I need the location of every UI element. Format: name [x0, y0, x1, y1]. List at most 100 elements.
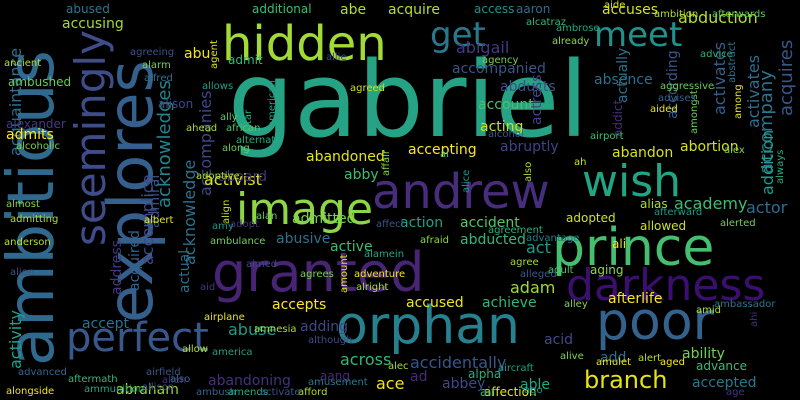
cloud-word: abortion — [680, 139, 739, 155]
cloud-word: african — [226, 123, 261, 134]
cloud-word: acting — [480, 119, 524, 135]
cloud-word: abandon — [612, 145, 674, 161]
cloud-word: aaron — [516, 2, 551, 16]
cloud-word: alleged — [520, 269, 557, 280]
cloud-word: among — [733, 84, 744, 119]
cloud-word: almost — [6, 199, 40, 210]
cloud-word: perfect — [66, 315, 209, 361]
cloud-word: address — [109, 239, 125, 295]
cloud-word: affair — [381, 149, 392, 176]
cloud-word: actual — [177, 249, 193, 293]
cloud-word: abducts — [500, 79, 556, 95]
cloud-word: airport — [590, 131, 624, 142]
cloud-word: agrees — [300, 269, 334, 280]
cloud-word: allows — [202, 81, 234, 92]
cloud-word: agree — [510, 257, 539, 268]
cloud-word: access — [474, 2, 515, 16]
cloud-word: abe — [340, 2, 367, 18]
cloud-word: alexander — [6, 117, 66, 131]
cloud-word: aircraft — [498, 363, 534, 374]
cloud-word: orphan — [336, 296, 520, 356]
cloud-word: agreement — [488, 225, 543, 236]
cloud-word: account — [478, 97, 534, 113]
cloud-word: amulet — [596, 357, 632, 368]
cloud-word: allie — [326, 52, 347, 63]
cloud-word: alfred — [144, 73, 173, 84]
cloud-word: across — [340, 350, 392, 369]
cloud-word: america — [212, 347, 253, 358]
cloud-word: darkness — [566, 260, 766, 311]
cloud-word: ah — [574, 157, 587, 168]
cloud-word: affection — [484, 385, 537, 399]
cloud-word: actor — [746, 198, 788, 217]
cloud-word: active — [330, 239, 373, 255]
cloud-word: allow — [182, 344, 208, 355]
cloud-word: activity — [6, 310, 25, 369]
cloud-word: american — [267, 80, 278, 127]
cloud-word: alamein — [364, 249, 405, 260]
cloud-word: andrew — [372, 164, 550, 220]
cloud-word: abruptly — [500, 139, 559, 155]
cloud-word: adventure — [354, 269, 406, 280]
cloud-word: aboard — [218, 169, 268, 185]
cloud-word: aged — [660, 357, 685, 368]
cloud-word: aftermath — [68, 374, 118, 385]
cloud-word: alice — [461, 169, 472, 193]
cloud-word: afterwards — [712, 9, 766, 20]
cloud-word: accompanied — [452, 61, 546, 77]
cloud-word: amount — [339, 254, 350, 293]
cloud-word: abuse — [228, 320, 277, 339]
cloud-word: accident — [460, 215, 520, 231]
cloud-word: image — [236, 184, 374, 235]
cloud-word: also — [523, 161, 534, 182]
cloud-word: afford — [298, 387, 328, 398]
cloud-word: aide — [604, 0, 626, 11]
cloud-word: ambush — [196, 387, 237, 398]
cloud-word: abstract — [727, 41, 738, 83]
cloud-word: meet — [594, 15, 683, 55]
cloud-word: accept — [82, 316, 129, 332]
cloud-word: ability — [682, 346, 725, 362]
cloud-word: admitting — [10, 214, 59, 225]
cloud-word: activate — [260, 387, 301, 398]
cloud-word: adult — [548, 265, 574, 276]
cloud-word: airplane — [204, 312, 245, 323]
cloud-word: admitted — [292, 211, 356, 227]
cloud-word: add — [600, 350, 627, 366]
cloud-word: activates — [744, 54, 763, 128]
cloud-word: abbey — [442, 376, 486, 392]
cloud-word: alpha — [468, 367, 502, 381]
cloud-word: seemingly — [66, 30, 115, 246]
cloud-word: granted — [212, 241, 425, 304]
cloud-word: accused — [406, 295, 464, 311]
cloud-word: ambassador — [714, 299, 776, 310]
cloud-word: alcohol — [488, 129, 524, 140]
cloud-word: absence — [594, 72, 653, 88]
cloud-word: affect — [376, 219, 405, 230]
cloud-word: branch — [584, 366, 668, 394]
cloud-word: adding — [300, 319, 349, 335]
cloud-word: agreeing — [130, 47, 175, 58]
cloud-word: additional — [252, 2, 312, 16]
cloud-word: al — [440, 149, 449, 160]
cloud-word: ammunition — [84, 384, 145, 395]
cloud-word: alerted — [720, 218, 756, 229]
cloud-word: alien — [10, 267, 35, 278]
cloud-word: addition — [758, 129, 777, 195]
cloud-word: ace — [376, 374, 405, 393]
cloud-word: abigail — [456, 38, 510, 57]
cloud-word: afterlife — [608, 291, 663, 307]
cloud-word: alert — [638, 353, 662, 364]
cloud-word: accuses — [602, 2, 659, 18]
cloud-word: alarm — [142, 60, 171, 71]
cloud-word: advance — [696, 359, 748, 373]
cloud-word: aggressive — [660, 81, 715, 92]
cloud-word: alongside — [6, 386, 55, 397]
cloud-word: alright — [356, 282, 389, 293]
cloud-word: ahead — [186, 123, 218, 134]
cloud-word: also — [170, 374, 191, 385]
cloud-word: although — [308, 335, 353, 346]
cloud-word: afraid — [420, 235, 450, 246]
cloud-word: advanced — [18, 367, 67, 378]
